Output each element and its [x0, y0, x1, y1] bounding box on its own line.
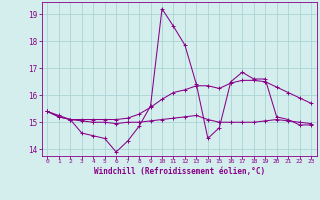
- X-axis label: Windchill (Refroidissement éolien,°C): Windchill (Refroidissement éolien,°C): [94, 167, 265, 176]
